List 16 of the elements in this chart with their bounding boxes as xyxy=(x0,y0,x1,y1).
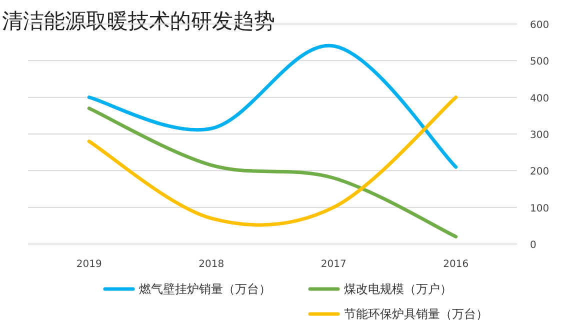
legend-label: 燃气壁挂炉销量（万台） xyxy=(139,282,271,296)
y-tick-label: 500 xyxy=(530,56,550,68)
y-tick-label: 200 xyxy=(530,166,550,178)
x-tick-label: 2017 xyxy=(320,259,346,270)
x-tick-label: 2016 xyxy=(443,259,469,270)
line-series xyxy=(87,106,458,238)
y-tick-label: 300 xyxy=(530,130,550,141)
line-series xyxy=(87,44,458,169)
x-tick-label: 2018 xyxy=(198,259,224,270)
legend-label: 煤改电规模（万户） xyxy=(344,282,452,296)
legend-label: 节能环保炉具销量（万台） xyxy=(344,307,488,321)
y-tick-label: 400 xyxy=(530,93,550,104)
x-tick-label: 2019 xyxy=(76,259,102,270)
y-tick-label: 600 xyxy=(530,20,550,31)
y-tick-label: 100 xyxy=(530,203,550,214)
y-tick-label: 0 xyxy=(530,240,536,251)
